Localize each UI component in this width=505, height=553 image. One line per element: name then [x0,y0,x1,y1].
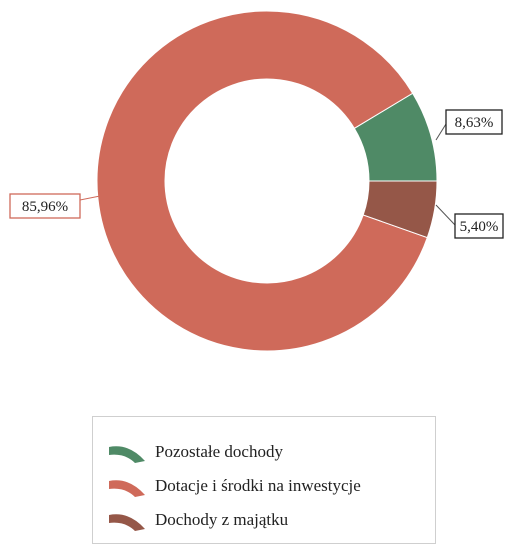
label-pozostale: 8,63% [455,115,494,131]
donut-chart: 8,63% 85,96% 5,40% [9,10,504,352]
label-dotacje: 85,96% [22,199,68,215]
legend-label-majatek: Dochody z majątku [155,510,289,529]
chart-legend: Pozostałe dochody Dotacje i środki na in… [92,416,436,544]
legend-label-pozostale: Pozostałe dochody [155,442,283,461]
slice-majatek [362,180,438,239]
leader-line-majatek [435,204,456,226]
label-majatek: 5,40% [460,219,499,235]
legend-swatch-dotacje [109,480,145,497]
slice-dotacje [96,10,428,352]
legend-item-dotacje: Dotacje i środki na inwestycje [107,473,361,499]
legend-swatch-pozostale [109,446,145,463]
legend-item-majatek: Dochody z majątku [107,507,288,533]
label-box-pozostale [445,109,503,135]
leader-line-dotacje [79,195,101,201]
leader-line-pozostale [435,123,447,141]
legend-swatch-majatek [109,514,145,531]
donut-slices [96,10,438,352]
data-labels: 8,63% 85,96% 5,40% [9,109,504,239]
legend-item-pozostale: Pozostałe dochody [107,439,283,465]
legend-label-dotacje: Dotacje i środki na inwestycje [155,476,361,495]
label-box-dotacje [9,193,81,219]
label-box-majatek [454,213,504,239]
